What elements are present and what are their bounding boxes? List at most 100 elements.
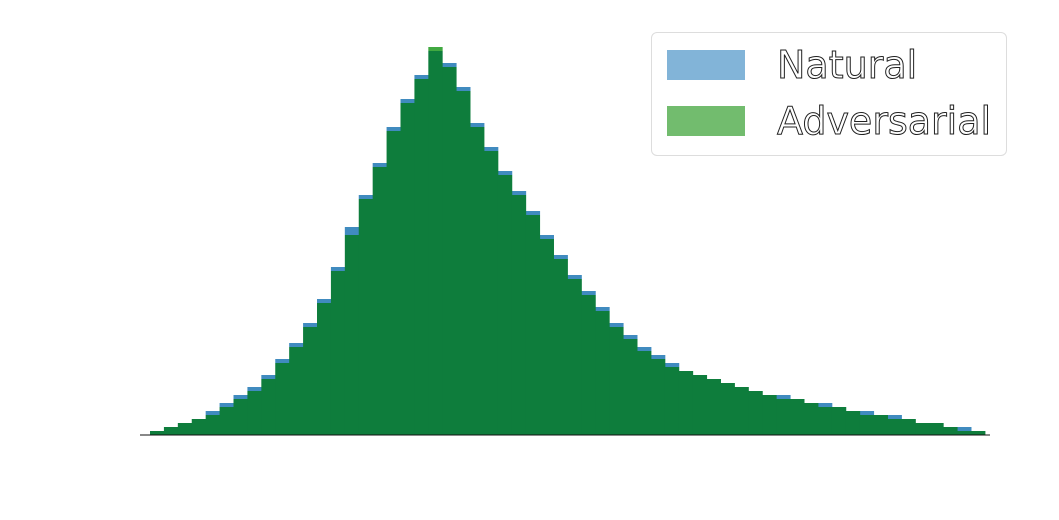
histogram-bar-overlap xyxy=(470,127,485,435)
histogram-bar-natural xyxy=(303,323,318,327)
histogram-bar-overlap xyxy=(247,391,262,435)
histogram-bar-natural xyxy=(414,75,429,79)
histogram-bar-overlap xyxy=(484,151,499,435)
histogram-bar-natural xyxy=(637,347,652,351)
histogram-bar-natural xyxy=(386,127,401,131)
histogram-bar-overlap xyxy=(344,235,360,435)
histogram-bar-natural xyxy=(776,395,791,399)
histogram-bar-natural xyxy=(358,195,374,199)
histogram-bar-adversarial xyxy=(428,47,443,51)
histogram-bar-natural xyxy=(539,235,554,239)
histogram-bar-overlap xyxy=(887,419,902,435)
legend-item-natural: Natural xyxy=(652,45,1006,95)
histogram-bar-natural xyxy=(330,267,346,271)
histogram-bar-overlap xyxy=(386,131,401,435)
histogram-bar-overlap xyxy=(372,167,387,435)
histogram-bar-natural xyxy=(553,255,568,259)
histogram-bar-overlap xyxy=(929,423,944,435)
histogram-bar-natural xyxy=(651,355,666,359)
histogram-bar-overlap xyxy=(553,259,568,435)
histogram-bar-natural xyxy=(261,375,276,379)
legend-label-adversarial: Adversarial xyxy=(776,99,992,143)
histogram-bar-overlap xyxy=(442,67,457,435)
histogram-bar-overlap xyxy=(511,195,527,435)
series-adversarial xyxy=(428,47,443,51)
histogram-bar-overlap xyxy=(637,351,652,435)
histogram-bar-natural xyxy=(609,323,624,327)
histogram-bar-overlap xyxy=(790,399,805,435)
histogram-bar-natural xyxy=(511,191,527,195)
histogram-bar-natural xyxy=(344,227,360,235)
histogram-bar-overlap xyxy=(525,215,541,435)
legend: Natural Adversarial xyxy=(651,32,1007,156)
histogram-bar-natural xyxy=(664,363,680,367)
histogram-bar-overlap xyxy=(414,79,429,435)
histogram-bar-overlap xyxy=(859,415,875,435)
histogram-bar-overlap xyxy=(692,375,708,435)
histogram-bar-overlap xyxy=(971,431,986,435)
histogram-bar-natural xyxy=(233,395,248,399)
histogram-bar-overlap xyxy=(748,391,763,435)
legend-swatch-adversarial xyxy=(667,106,745,136)
histogram-bar-overlap xyxy=(845,411,861,435)
histogram-bar-natural xyxy=(567,275,582,279)
histogram-bar-overlap xyxy=(191,419,207,435)
histogram-bar-overlap xyxy=(664,367,680,435)
histogram-bar-overlap xyxy=(720,383,735,435)
histogram-bar-overlap xyxy=(400,103,415,435)
histogram-bar-natural xyxy=(581,291,596,295)
histogram-bar-overlap xyxy=(150,431,165,435)
histogram-bar-natural xyxy=(317,299,332,303)
histogram-bar-overlap xyxy=(706,379,721,435)
histogram-bar-overlap xyxy=(358,199,374,435)
histogram-bar-overlap xyxy=(818,407,833,435)
histogram-bar-overlap xyxy=(567,279,582,435)
histogram-bar-overlap xyxy=(303,327,318,435)
histogram-bar-overlap xyxy=(177,423,193,435)
histogram-bar-overlap xyxy=(428,51,443,435)
legend-swatch-natural xyxy=(667,50,745,80)
histogram-bar-natural xyxy=(442,63,457,67)
histogram-bar-natural xyxy=(818,403,833,407)
histogram-bar-natural xyxy=(484,147,499,151)
histogram-bar-overlap xyxy=(957,431,972,435)
legend-item-adversarial: Adversarial xyxy=(652,101,1006,151)
histogram-bar-natural xyxy=(456,87,471,91)
histogram-bar-natural xyxy=(372,163,387,167)
legend-label-natural: Natural xyxy=(776,43,918,87)
histogram-bar-overlap xyxy=(623,339,638,435)
series-natural xyxy=(205,63,972,431)
histogram-bar-overlap xyxy=(901,419,916,435)
histogram-bar-overlap xyxy=(275,363,290,435)
histogram-bar-overlap xyxy=(804,403,819,435)
histogram-bar-natural xyxy=(219,403,234,407)
histogram-bar-overlap xyxy=(776,399,791,435)
histogram-bar-overlap xyxy=(595,311,610,435)
histogram-bar-overlap xyxy=(233,399,248,435)
histogram-bar-natural xyxy=(470,123,485,127)
histogram-bar-natural xyxy=(525,211,541,215)
series-overlap xyxy=(150,51,986,435)
histogram-bar-overlap xyxy=(943,427,958,435)
histogram-bar-natural xyxy=(595,307,610,311)
histogram-bar-overlap xyxy=(317,303,332,435)
histogram-bar-overlap xyxy=(330,271,346,435)
histogram-bar-natural xyxy=(247,387,262,391)
histogram-bar-natural xyxy=(275,359,290,363)
histogram-bar-natural xyxy=(859,411,875,415)
histogram-bar-overlap xyxy=(581,295,596,435)
histogram-bar-natural xyxy=(289,343,304,347)
histogram-bar-overlap xyxy=(456,91,471,435)
histogram-bar-overlap xyxy=(762,395,777,435)
histogram-bar-overlap xyxy=(651,359,666,435)
histogram-bar-natural xyxy=(887,415,902,419)
histogram-bar-overlap xyxy=(163,427,179,435)
histogram-bar-natural xyxy=(400,99,415,103)
histogram-bar-natural xyxy=(205,411,220,415)
histogram-bar-overlap xyxy=(873,415,888,435)
histogram-bar-overlap xyxy=(915,423,930,435)
histogram-bar-overlap xyxy=(734,387,749,435)
histogram-bar-overlap xyxy=(831,407,847,435)
histogram-bar-overlap xyxy=(261,379,276,435)
